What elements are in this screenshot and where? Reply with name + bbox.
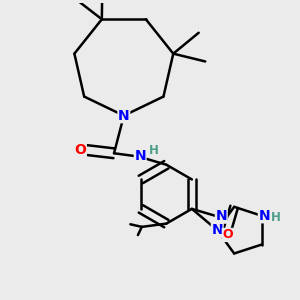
Text: N: N [215,209,227,223]
Text: N: N [134,148,146,163]
Text: N: N [212,223,223,237]
Text: H: H [149,144,159,157]
Text: N: N [118,109,130,123]
Text: O: O [222,229,233,242]
Text: O: O [74,143,86,157]
Text: N: N [258,209,270,223]
Text: H: H [270,211,280,224]
